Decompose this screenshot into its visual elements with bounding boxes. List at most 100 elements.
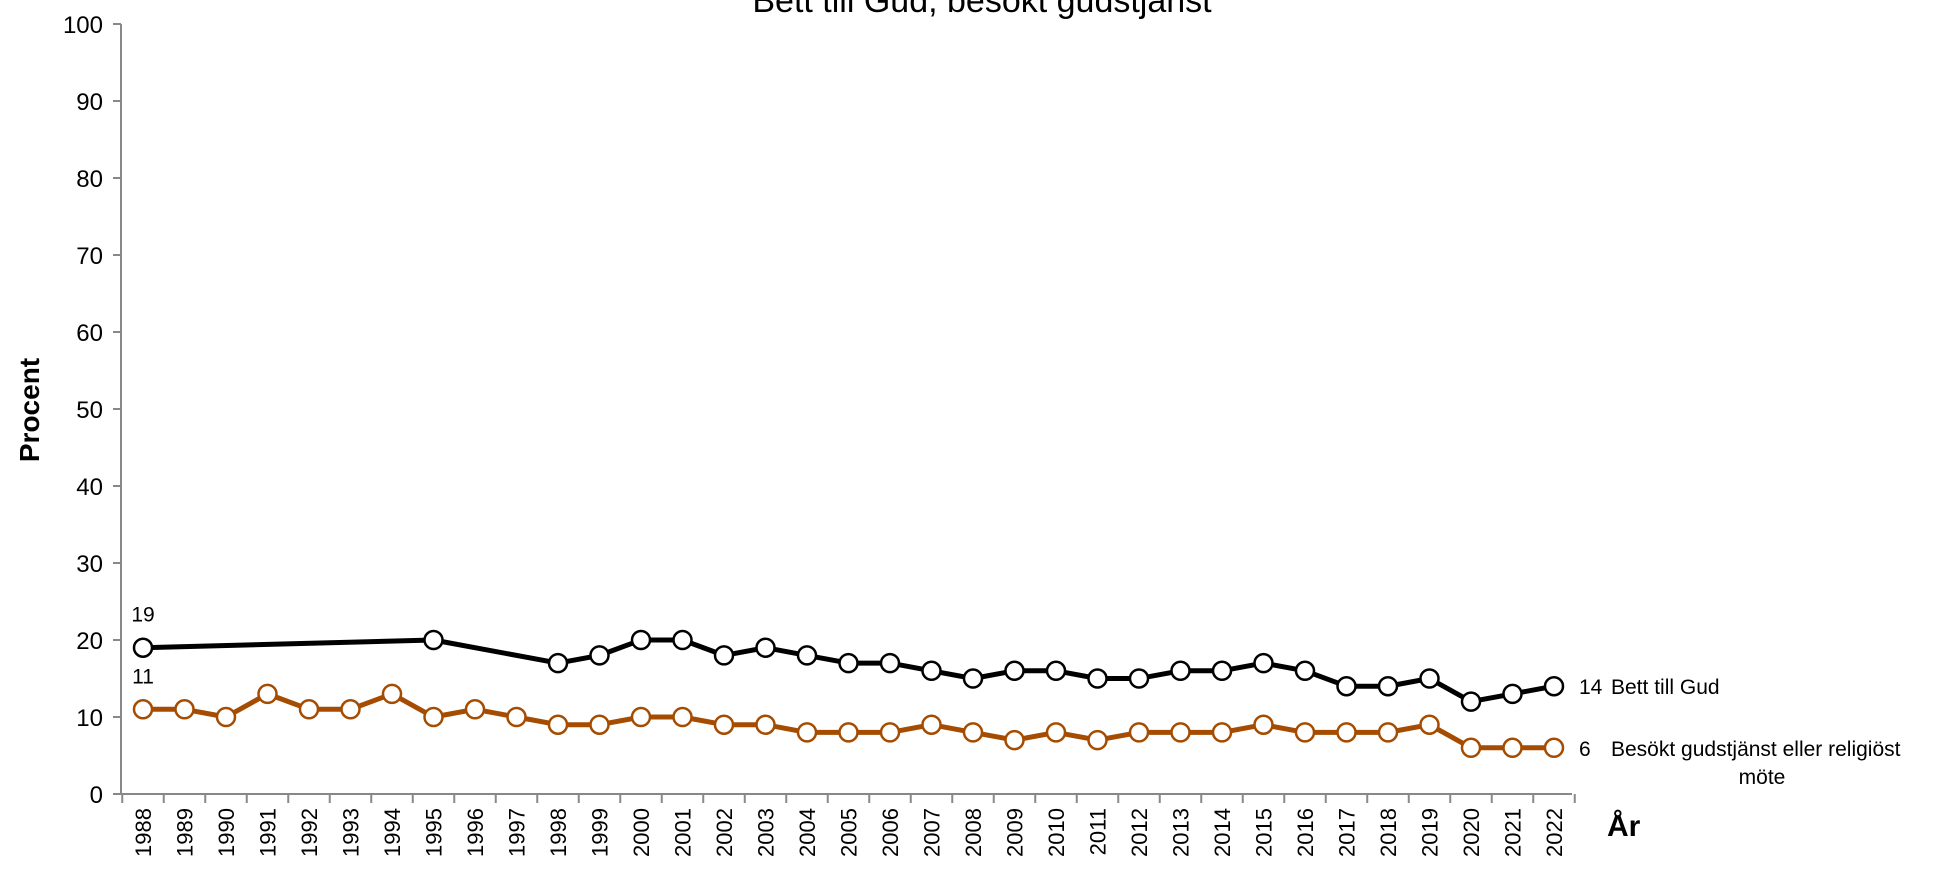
x-tick-label: 2012 xyxy=(1127,808,1152,857)
data-point-series-1 xyxy=(1543,675,1565,697)
x-axis-label: År xyxy=(1607,810,1641,843)
end-value-label-1: 14 xyxy=(1579,676,1603,699)
data-point-series-2 xyxy=(1045,722,1067,743)
series-name-label-2-line2: möte xyxy=(1739,766,1786,789)
y-axis-label: Procent xyxy=(14,358,45,462)
data-point-series-2 xyxy=(796,722,818,743)
data-point-series-2 xyxy=(506,706,527,728)
data-point-series-2 xyxy=(174,699,195,720)
data-point-series-2 xyxy=(713,714,735,735)
data-point-series-2 xyxy=(1543,737,1565,759)
data-point-series-2 xyxy=(755,714,776,735)
y-tick-label: 40 xyxy=(76,474,103,501)
data-point-series-2 xyxy=(1004,729,1025,751)
data-point-series-2 xyxy=(879,722,901,743)
x-tick-label: 1988 xyxy=(131,808,156,857)
data-point-series-2 xyxy=(423,706,444,728)
x-tick-label: 2010 xyxy=(1044,808,1069,857)
x-tick-label: 2022 xyxy=(1542,808,1567,857)
start-value-label-2: 11 xyxy=(132,665,154,688)
data-point-series-1 xyxy=(1460,691,1482,712)
data-point-series-2 xyxy=(1502,737,1523,759)
x-tick-label: 2021 xyxy=(1501,808,1526,857)
data-point-series-2 xyxy=(1377,722,1399,743)
data-point-series-2 xyxy=(132,699,154,720)
x-tick-label: 1998 xyxy=(546,808,571,857)
x-tick-label: 1989 xyxy=(173,808,198,857)
data-point-series-2 xyxy=(838,722,859,743)
series-layer xyxy=(132,629,1565,759)
x-tick-label: 2000 xyxy=(629,808,654,857)
data-point-series-1 xyxy=(755,637,776,658)
y-tick-label: 30 xyxy=(76,551,103,578)
x-tick-label: 2011 xyxy=(1086,808,1111,855)
y-tick-label: 50 xyxy=(76,397,103,424)
x-tick-label: 1992 xyxy=(297,808,322,857)
data-point-series-2 xyxy=(464,699,486,720)
x-tick-label: 2003 xyxy=(754,808,779,857)
data-point-series-2 xyxy=(547,714,569,735)
data-point-series-2 xyxy=(630,706,652,728)
data-labels: 19 11 14 Bett till Gud 6 Besökt gudstjänst el… xyxy=(131,604,1900,789)
x-tick-label: 2009 xyxy=(1003,808,1028,857)
data-point-series-1 xyxy=(132,637,154,658)
data-point-series-2 xyxy=(1294,722,1316,743)
y-tick-label: 10 xyxy=(76,705,103,732)
data-point-series-1 xyxy=(1336,675,1357,697)
data-point-series-2 xyxy=(257,683,278,705)
x-tick-label: 1993 xyxy=(339,808,364,857)
x-tick-label: 2017 xyxy=(1335,808,1360,857)
data-point-series-1 xyxy=(1502,683,1523,705)
data-point-series-1 xyxy=(1004,660,1025,682)
data-point-series-2 xyxy=(1460,737,1482,759)
x-tick-label: 2014 xyxy=(1210,808,1235,857)
data-point-series-2 xyxy=(1336,722,1357,743)
x-tick-label: 2020 xyxy=(1459,808,1484,857)
y-tick-label: 20 xyxy=(76,628,103,655)
x-tick-label: 2004 xyxy=(795,808,820,857)
start-value-label-1: 19 xyxy=(131,604,154,627)
x-tick-label: 2008 xyxy=(961,808,986,857)
data-point-series-2 xyxy=(298,699,320,720)
x-tick-label: 1999 xyxy=(588,808,613,857)
data-point-series-2 xyxy=(1211,722,1233,743)
data-point-series-2 xyxy=(1087,729,1108,751)
data-point-series-1 xyxy=(589,645,610,666)
y-tick-label: 0 xyxy=(90,782,103,809)
data-point-series-1 xyxy=(672,629,693,651)
data-point-series-2 xyxy=(962,722,984,743)
y-tick-label: 60 xyxy=(76,320,103,347)
data-point-series-2 xyxy=(1170,722,1191,743)
x-tick-label: 1996 xyxy=(463,808,488,857)
data-point-series-1 xyxy=(1170,660,1191,682)
y-tick-label: 80 xyxy=(76,166,103,193)
x-tick-label: 2015 xyxy=(1252,808,1277,857)
data-point-series-1 xyxy=(962,668,984,689)
data-point-series-2 xyxy=(921,714,942,735)
y-tick-label: 100 xyxy=(63,12,103,39)
x-tick-label: 2018 xyxy=(1376,808,1401,857)
data-point-series-1 xyxy=(838,652,859,674)
x-tick-label: 1997 xyxy=(505,808,530,857)
x-tick-label: 2013 xyxy=(1169,808,1194,857)
end-value-label-2: 6 xyxy=(1579,738,1591,761)
data-point-series-1 xyxy=(1045,660,1067,682)
data-point-series-1 xyxy=(547,652,569,674)
data-point-series-2 xyxy=(1128,722,1150,743)
x-tick-label: 2007 xyxy=(920,808,945,857)
data-point-series-2 xyxy=(215,706,237,728)
data-point-series-2 xyxy=(340,699,361,720)
data-point-series-1 xyxy=(921,660,942,682)
series-name-label-1: Bett till Gud xyxy=(1611,676,1720,699)
data-point-series-1 xyxy=(879,652,901,674)
x-tick-label: 1991 xyxy=(256,808,281,857)
x-tick-label: 2006 xyxy=(878,808,903,857)
y-tick-label: 90 xyxy=(76,89,103,116)
data-point-series-2 xyxy=(672,706,693,728)
data-point-series-1 xyxy=(630,629,652,651)
chart-title: Bett till Gud, besökt gudstjänst xyxy=(752,0,1212,20)
data-point-series-1 xyxy=(1294,660,1316,682)
data-point-series-1 xyxy=(1253,652,1274,674)
